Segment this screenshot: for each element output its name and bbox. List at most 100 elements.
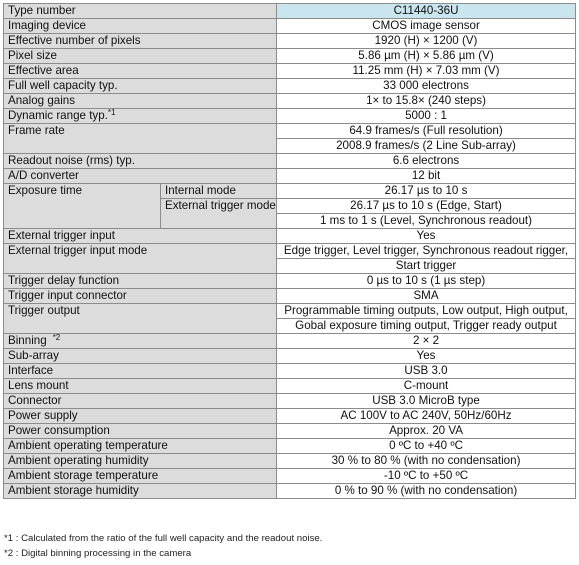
- row-label: Interface: [2, 363, 278, 379]
- row-sublabel: Internal mode: [159, 183, 278, 199]
- table-row: Imaging device CMOS image sensor: [2, 18, 577, 34]
- row-value: CMOS image sensor: [276, 18, 577, 34]
- row-value: -10 ºC to +50 ºC: [276, 468, 577, 484]
- table-row: Power consumption Approx. 20 VA: [2, 423, 577, 439]
- table-row: Frame rate 64.9 frames/s (Full resolutio…: [2, 123, 577, 154]
- row-label: Trigger input connector: [2, 288, 278, 304]
- row-label: Readout noise (rms) typ.: [2, 153, 278, 169]
- footnote-2: *2 : Digital binning processing in the c…: [4, 548, 192, 559]
- row-value: 0 ºC to +40 ºC: [276, 438, 577, 454]
- row-label: Ambient operating temperature: [2, 438, 278, 454]
- row-value: 26.17 µs to 10 s (Edge, Start): [276, 198, 577, 214]
- table-row: Lens mount C-mount: [2, 378, 577, 394]
- row-value: 1× to 15.8× (240 steps): [276, 93, 577, 109]
- row-value: Edge trigger, Level trigger, Synchronous…: [276, 243, 577, 259]
- row-label: Power consumption: [2, 423, 278, 439]
- table-row: Interface USB 3.0: [2, 363, 577, 379]
- table-row: External trigger input mode Edge trigger…: [2, 243, 577, 274]
- row-value: C-mount: [276, 378, 577, 394]
- row-label: Ambient storage humidity: [2, 483, 278, 499]
- row-value: 0 µs to 10 s (1 µs step): [276, 273, 577, 289]
- table-row: 1 ms to 1 s (Level, Synchronous readout): [4, 213, 577, 229]
- footnote-marker: *1: [107, 108, 116, 117]
- footnote-marker: *2: [52, 333, 61, 342]
- row-label-cell: Dynamic range typ.*1: [2, 108, 278, 124]
- row-value: 11.25 mm (H) × 7.03 mm (V): [276, 63, 577, 79]
- table-row: Full well capacity typ. 33 000 electrons: [2, 78, 577, 94]
- table-row: Trigger delay function 0 µs to 10 s (1 µ…: [2, 273, 577, 289]
- table-row: Sub-array Yes: [2, 348, 577, 364]
- table-row: Ambient operating humidity 30 % to 80 % …: [2, 453, 577, 469]
- row-value: 1 ms to 1 s (Level, Synchronous readout): [276, 213, 577, 229]
- row-label: External trigger input: [2, 228, 278, 244]
- row-label-cell: Binning *2: [2, 333, 278, 349]
- row-value: USB 3.0 MicroB type: [276, 393, 577, 409]
- table-row: Ambient storage humidity 0 % to 90 % (wi…: [2, 483, 577, 499]
- row-label: Analog gains: [2, 93, 278, 109]
- row-label: Ambient operating humidity: [2, 453, 278, 469]
- row-value: USB 3.0: [276, 363, 577, 379]
- row-label: Exposure time: [3, 183, 161, 229]
- table-row: Binning *2 2 × 2: [2, 333, 577, 349]
- table-row: 2008.9 frames/s (2 Line Sub-array): [4, 138, 577, 154]
- row-value: 33 000 electrons: [276, 78, 577, 94]
- row-value: 26.17 µs to 10 s: [276, 183, 577, 199]
- row-sublabel: External trigger mode: [159, 198, 278, 229]
- row-value: Yes: [276, 348, 577, 364]
- table-row: External trigger mode 26.17 µs to 10 s (…: [4, 198, 577, 229]
- row-value: Yes: [276, 228, 577, 244]
- footnote-1: *1 : Calculated from the ratio of the fu…: [4, 533, 323, 544]
- row-value: 1920 (H) × 1200 (V): [276, 33, 577, 49]
- table-row: Exposure time Internal mode 26.17 µs to …: [3, 183, 577, 229]
- row-label: Trigger delay function: [2, 273, 278, 289]
- row-label: External trigger input mode: [2, 243, 278, 274]
- row-label: Dynamic range typ.: [8, 109, 108, 123]
- row-value: Start trigger: [276, 258, 577, 274]
- table-row: Effective number of pixels 1920 (H) × 12…: [2, 33, 577, 49]
- table-row: Connector USB 3.0 MicroB type: [2, 393, 577, 409]
- table-row: Readout noise (rms) typ. 6.6 electrons: [2, 153, 577, 169]
- type-number-value: C11440-36U: [276, 3, 577, 19]
- row-label: Effective number of pixels: [2, 33, 278, 49]
- table-row: Dynamic range typ.*1 5000 : 1: [2, 108, 577, 124]
- row-label: Full well capacity typ.: [2, 78, 278, 94]
- table-row: Trigger input connector SMA: [2, 288, 577, 304]
- row-label: Effective area: [2, 63, 278, 79]
- row-value: 2 × 2: [276, 333, 577, 349]
- row-value: SMA: [276, 288, 577, 304]
- row-value: Programmable timing outputs, Low output,…: [276, 303, 577, 319]
- row-label: Lens mount: [2, 378, 278, 394]
- row-label: Frame rate: [2, 123, 278, 154]
- row-value: 30 % to 80 % (with no condensation): [276, 453, 577, 469]
- row-label: Imaging device: [2, 18, 278, 34]
- row-value: Gobal exposure timing output, Trigger re…: [276, 318, 577, 334]
- row-label: Sub-array: [2, 348, 278, 364]
- row-value: 12 bit: [276, 168, 577, 184]
- row-label: Binning: [8, 334, 47, 348]
- row-value: 0 % to 90 % (with no condensation): [276, 483, 577, 499]
- row-label: Power supply: [2, 408, 278, 424]
- table-row: External trigger input Yes: [2, 228, 577, 244]
- row-label: A/D converter: [2, 168, 278, 184]
- row-value: 5000 : 1: [276, 108, 577, 124]
- row-value: 2008.9 frames/s (2 Line Sub-array): [276, 138, 577, 154]
- table-row: Gobal exposure timing output, Trigger re…: [4, 318, 577, 334]
- specifications-table: Type number C11440-36U Imaging device CM…: [2, 3, 577, 499]
- row-label: Trigger output: [2, 303, 278, 334]
- table-row: Ambient storage temperature -10 ºC to +5…: [2, 468, 577, 484]
- table-row: Analog gains 1× to 15.8× (240 steps): [2, 93, 577, 109]
- table-row: A/D converter 12 bit: [2, 168, 577, 184]
- table-row: Ambient operating temperature 0 ºC to +4…: [2, 438, 577, 454]
- footnotes: *1 : Calculated from the ratio of the fu…: [4, 531, 322, 561]
- table-row: Pixel size 5.86 µm (H) × 5.86 µm (V): [2, 48, 577, 64]
- row-label: Pixel size: [2, 48, 278, 64]
- row-label: Ambient storage temperature: [2, 468, 278, 484]
- row-value: 64.9 frames/s (Full resolution): [276, 123, 577, 139]
- row-value: 5.86 µm (H) × 5.86 µm (V): [276, 48, 577, 64]
- table-row: Effective area 11.25 mm (H) × 7.03 mm (V…: [2, 63, 577, 79]
- row-label: Type number: [2, 3, 278, 19]
- row-value: 6.6 electrons: [276, 153, 577, 169]
- table-row: Type number C11440-36U: [2, 3, 577, 19]
- row-value: AC 100V to AC 240V, 50Hz/60Hz: [276, 408, 577, 424]
